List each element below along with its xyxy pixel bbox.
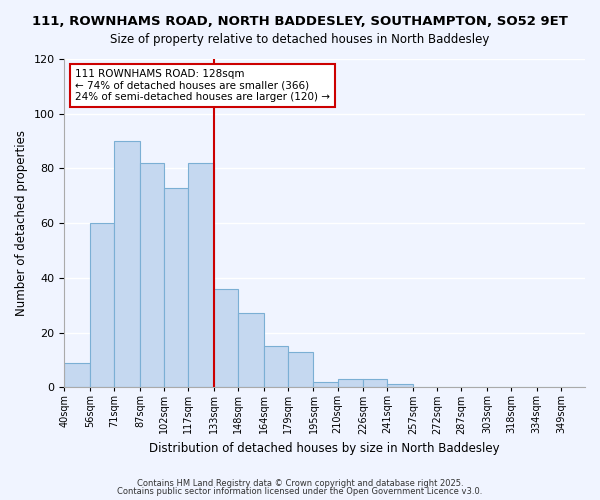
Bar	[313, 382, 338, 387]
Bar	[288, 352, 313, 387]
Bar	[64, 362, 90, 387]
Bar	[214, 289, 238, 387]
Bar	[114, 141, 140, 387]
Bar	[164, 188, 188, 387]
Bar	[388, 384, 413, 387]
Bar	[363, 379, 388, 387]
Text: Contains public sector information licensed under the Open Government Licence v3: Contains public sector information licen…	[118, 487, 482, 496]
Bar	[90, 223, 114, 387]
Text: 111, ROWNHAMS ROAD, NORTH BADDESLEY, SOUTHAMPTON, SO52 9ET: 111, ROWNHAMS ROAD, NORTH BADDESLEY, SOU…	[32, 15, 568, 28]
Bar	[238, 314, 263, 387]
Bar	[188, 163, 214, 387]
Y-axis label: Number of detached properties: Number of detached properties	[15, 130, 28, 316]
Bar	[263, 346, 288, 387]
Text: 111 ROWNHAMS ROAD: 128sqm
← 74% of detached houses are smaller (366)
24% of semi: 111 ROWNHAMS ROAD: 128sqm ← 74% of detac…	[75, 69, 330, 102]
Bar	[140, 163, 164, 387]
X-axis label: Distribution of detached houses by size in North Baddesley: Distribution of detached houses by size …	[149, 442, 500, 455]
Bar	[338, 379, 363, 387]
Text: Size of property relative to detached houses in North Baddesley: Size of property relative to detached ho…	[110, 32, 490, 46]
Text: Contains HM Land Registry data © Crown copyright and database right 2025.: Contains HM Land Registry data © Crown c…	[137, 478, 463, 488]
